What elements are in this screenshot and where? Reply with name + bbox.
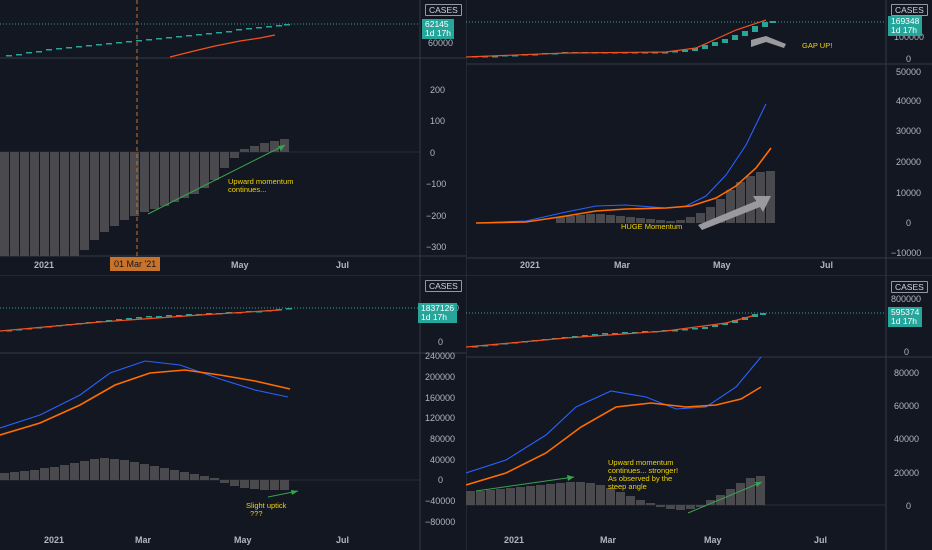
axis-label: 0 (438, 475, 443, 485)
time-label: Jul (820, 260, 833, 270)
time-label: Jul (336, 535, 349, 545)
axis-label: 0 (904, 347, 909, 357)
momentum-histogram (0, 139, 289, 256)
axis-label: 60000 (428, 38, 453, 48)
momentum-arrow (698, 196, 771, 230)
crosshair-date-label: 01 Mar '21 (110, 257, 161, 271)
axis-label: 80000 (430, 434, 455, 444)
price-label: 169348 1d 17h (888, 16, 923, 36)
time-label: 2021 (504, 535, 524, 545)
bar-countdown: 1d 17h (421, 312, 447, 322)
annotation-text-1: Slight uptick (246, 501, 287, 510)
candles (6, 24, 290, 57)
symbol-badge[interactable]: CASES (891, 281, 928, 293)
time-label: 2021 (520, 260, 540, 270)
annotation-text-4: steep angle (608, 482, 647, 491)
fast-line (466, 356, 762, 474)
time-label: May (713, 260, 731, 270)
ema-line (169, 34, 276, 58)
axis-label: 120000 (425, 413, 455, 423)
chart-canvas-top-right[interactable]: GAP UP! HUGE Momentum 100000 0 50000 400… (466, 0, 932, 275)
axis-label: 40000 (896, 96, 921, 106)
chart-panel-bottom-right[interactable]: Upward momentum continues... stronger! A… (466, 275, 932, 550)
axis-label: 40000 (430, 455, 455, 465)
annotation-text-2: HUGE Momentum (621, 222, 682, 231)
axis-label: −100 (426, 179, 446, 189)
symbol-badge[interactable]: CASES (891, 4, 928, 16)
axis-label: 240000 (425, 351, 455, 361)
axis-label: 100000 (894, 32, 924, 42)
chart-canvas-bottom-right[interactable]: Upward momentum continues... stronger! A… (466, 275, 932, 550)
time-label: May (234, 535, 252, 545)
axis-label: 0 (906, 218, 911, 228)
annotation-text-3: As observed by the (608, 474, 672, 483)
fast-line (0, 360, 289, 429)
symbol-badge[interactable]: CASES (425, 280, 462, 292)
annotation-arrow-2 (687, 481, 763, 514)
axis-label: 0 (438, 337, 443, 347)
chart-panel-top-right[interactable]: GAP UP! HUGE Momentum 100000 0 50000 400… (466, 0, 932, 275)
slow-line (0, 369, 291, 436)
axis-label: 100 (430, 116, 445, 126)
bar-countdown: 1d 17h (425, 28, 451, 38)
axis-label: 0 (906, 501, 911, 511)
axis-label: 40000 (894, 434, 919, 444)
price-label: 595374 1d 17h (888, 307, 923, 327)
axis-label: −300 (426, 242, 446, 252)
momentum-histogram (0, 458, 289, 490)
annotation-text-1: Upward momentum (608, 458, 673, 467)
axis-label: 20000 (896, 157, 921, 167)
slow-line (466, 386, 762, 486)
slow-line (475, 147, 772, 224)
axis-label: 50000 (896, 67, 921, 77)
price-label: 62145 1d 17h (422, 19, 454, 39)
time-label: Mar (135, 535, 152, 545)
time-label: Mar (600, 535, 617, 545)
axis-label: −10000 (891, 248, 921, 258)
annotation-text-2: ??? (250, 509, 263, 518)
time-label: May (231, 260, 249, 270)
time-label: Mar (614, 260, 631, 270)
axis-label: 0 (906, 54, 911, 64)
axis-label: 160000 (425, 393, 455, 403)
axis-label: 0 (430, 148, 435, 158)
price-value: 1837126 (421, 303, 455, 313)
axis-label: 10000 (896, 188, 921, 198)
time-label: 2021 (44, 535, 64, 545)
time-label: May (704, 535, 722, 545)
axis-label: 60000 (894, 401, 919, 411)
bar-countdown: 1d 17h (891, 316, 917, 326)
annotation-text-1: GAP UP! (802, 41, 832, 50)
gap-arrow (751, 36, 786, 48)
bar-countdown: 1d 17h (891, 25, 917, 35)
momentum-histogram (466, 476, 765, 510)
axis-label: 800000 (891, 294, 921, 304)
price-label: 1837126 1d 17h (418, 303, 458, 323)
price-value: 169348 (891, 16, 920, 26)
chart-canvas-top-left[interactable]: Upward momentum continues... 60000 200 1… (0, 0, 466, 275)
chart-panel-top-left[interactable]: Upward momentum continues... 60000 200 1… (0, 0, 466, 275)
annotation-text-1: Upward momentum (228, 177, 293, 186)
time-label: 2021 (34, 260, 54, 270)
time-label: Jul (814, 535, 827, 545)
axis-label: 20000 (894, 468, 919, 478)
symbol-badge[interactable]: CASES (425, 4, 462, 16)
price-value: 62145 (425, 19, 449, 29)
annotation-text-2: continues... (228, 185, 266, 194)
annotation-arrow (147, 144, 286, 215)
axis-label: 30000 (896, 126, 921, 136)
axis-label: −200 (426, 211, 446, 221)
axis-label: −80000 (425, 517, 455, 527)
axis-label: 80000 (894, 368, 919, 378)
annotation-arrow-1 (475, 476, 575, 492)
axis-label: 200 (430, 85, 445, 95)
axis-label: 200000 (425, 372, 455, 382)
price-value: 595374 (891, 307, 920, 317)
axis-label: −40000 (425, 496, 455, 506)
time-label: Jul (336, 260, 349, 270)
annotation-text-2: continues... stronger! (608, 466, 678, 475)
